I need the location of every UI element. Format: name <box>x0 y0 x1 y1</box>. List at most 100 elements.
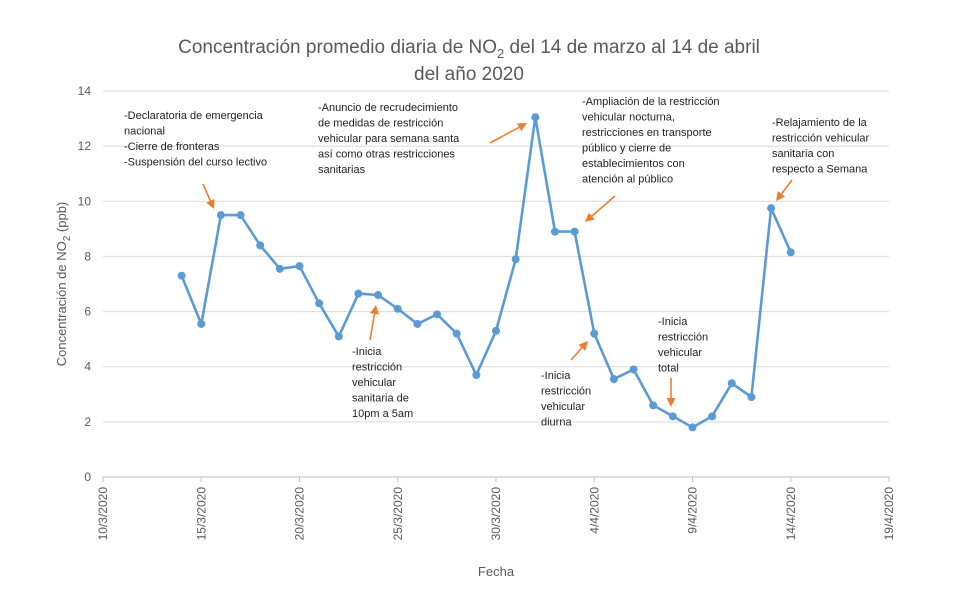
data-point <box>609 375 618 384</box>
y-tick-label: 12 <box>78 139 92 153</box>
annotation-line: vehicular para semana santa <box>318 133 460 145</box>
data-point <box>649 401 658 410</box>
annotation-arrow <box>666 378 676 407</box>
annotation-line: -Inicia <box>658 316 688 328</box>
annotation-text: -Inicia restricción vehicular diurna <box>541 370 591 429</box>
annotation-line: de medidas de restricción <box>318 118 443 130</box>
chart-title-line2: del año 2020 <box>414 64 524 85</box>
annotation-line: establecimientos con <box>582 158 685 170</box>
annotation-text: -Anuncio de recrudecimiento de medidas de… <box>318 102 460 176</box>
y-tick-label: 0 <box>84 470 91 484</box>
annotation-line: sanitaria con <box>772 148 834 160</box>
annotation-arrow <box>369 305 379 341</box>
data-point <box>747 393 756 402</box>
annotation-line: vehicular <box>541 401 585 413</box>
data-point <box>354 289 363 298</box>
x-tick-labels: 10/3/2020 15/3/2020 20/3/2020 25/3/2020 30/3… <box>96 487 896 541</box>
x-tick-label: 25/3/2020 <box>391 487 405 541</box>
x-tick-label: 19/4/2020 <box>882 487 896 541</box>
x-tick-label: 30/3/2020 <box>489 487 503 541</box>
annotation-line: sanitaria de <box>352 393 409 405</box>
annotation-line: restricción <box>541 386 591 398</box>
data-point <box>570 227 579 236</box>
annotation-arrow <box>489 123 527 144</box>
data-point <box>315 299 324 308</box>
data-point <box>452 329 461 338</box>
data-point <box>668 412 677 421</box>
x-axis-label: Fecha <box>478 564 515 579</box>
annotations: -Declaratoria de emergencia nacional -Cier… <box>124 96 870 429</box>
y-tick-label: 10 <box>78 194 92 208</box>
annotation-arrow <box>202 183 215 209</box>
annotation-text: -Inicia restricción vehicular sanitaria de 1… <box>352 346 413 420</box>
data-point <box>275 264 284 273</box>
annotation-line: restricción vehicular <box>772 133 870 145</box>
data-point <box>492 326 500 335</box>
data-point <box>767 204 776 213</box>
data-point <box>216 211 225 220</box>
gridlines <box>103 90 889 423</box>
y-tick-labels: 0 2 4 6 8 10 12 14 <box>78 84 92 484</box>
x-tick-label: 4/4/2020 <box>587 487 601 534</box>
data-point <box>590 329 599 338</box>
annotation-line: -Inicia <box>352 346 382 358</box>
data-point <box>197 319 206 328</box>
y-axis-label: Concentración de NO2 (ppb) <box>54 202 73 367</box>
annotation-line: público y cierre de <box>582 143 671 155</box>
annotation-line: sanitarias <box>318 164 366 176</box>
annotation-line: nacional <box>124 126 165 138</box>
annotation-text: -Declaratoria de emergencia nacional -Cier… <box>124 110 267 169</box>
y-tick-label: 14 <box>78 84 92 98</box>
x-tick-label: 14/4/2020 <box>784 487 798 541</box>
annotation-line: -Suspensión del curso lectivo <box>124 157 267 169</box>
axes <box>102 476 890 482</box>
annotation-line: así como otras restricciones <box>318 149 455 161</box>
data-point <box>511 255 520 264</box>
annotation-line: restricciones en transporte <box>582 127 712 139</box>
annotation-arrows <box>202 123 793 407</box>
annotation-line: restricción <box>658 332 708 344</box>
x-tick-label: 10/3/2020 <box>96 487 110 541</box>
annotation-line: -Relajamiento de la <box>772 117 868 129</box>
data-point <box>393 304 402 313</box>
x-tick-label: 20/3/2020 <box>293 487 307 541</box>
data-point <box>433 310 442 319</box>
annotation-line: diurna <box>541 417 572 429</box>
annotation-line: atención al público <box>582 174 673 186</box>
y-tick-label: 2 <box>84 415 91 429</box>
annotation-line: vehicular <box>658 347 702 359</box>
annotation-arrow <box>776 179 793 201</box>
annotation-text: -Ampliación de la restricción vehicular n… <box>582 96 720 186</box>
data-point <box>236 211 245 220</box>
annotation-line: restricción <box>352 362 402 374</box>
annotation-text: -Inicia restricción vehicular total <box>658 316 708 375</box>
y-tick-label: 6 <box>84 305 91 319</box>
data-point <box>629 365 638 374</box>
data-point <box>472 370 481 379</box>
y-tick-label: 8 <box>84 249 91 263</box>
data-point <box>550 227 559 236</box>
annotation-line: 10pm a 5am <box>352 408 413 420</box>
data-point <box>334 332 343 341</box>
data-point <box>413 319 422 328</box>
data-point <box>708 412 717 421</box>
annotation-line: -Ampliación de la restricción <box>582 96 720 108</box>
annotation-line: vehicular <box>352 377 396 389</box>
series-line <box>180 115 792 429</box>
x-tick-label: 9/4/2020 <box>686 487 700 534</box>
chart-title: Concentración promedio diaria de NO2 del… <box>178 37 760 61</box>
annotation-line: -Inicia <box>541 370 571 382</box>
data-point <box>177 271 186 280</box>
annotation-arrow <box>570 341 588 361</box>
annotation-line: vehicular nocturna, <box>582 112 675 124</box>
series <box>177 113 795 432</box>
x-tick-label: 15/3/2020 <box>194 487 208 541</box>
y-tick-label: 4 <box>84 360 91 374</box>
data-point <box>786 248 795 257</box>
data-point <box>727 379 736 388</box>
data-point <box>295 262 304 271</box>
annotation-line: total <box>658 363 679 375</box>
annotation-line: -Cierre de fronteras <box>124 141 220 153</box>
data-point <box>688 423 697 432</box>
